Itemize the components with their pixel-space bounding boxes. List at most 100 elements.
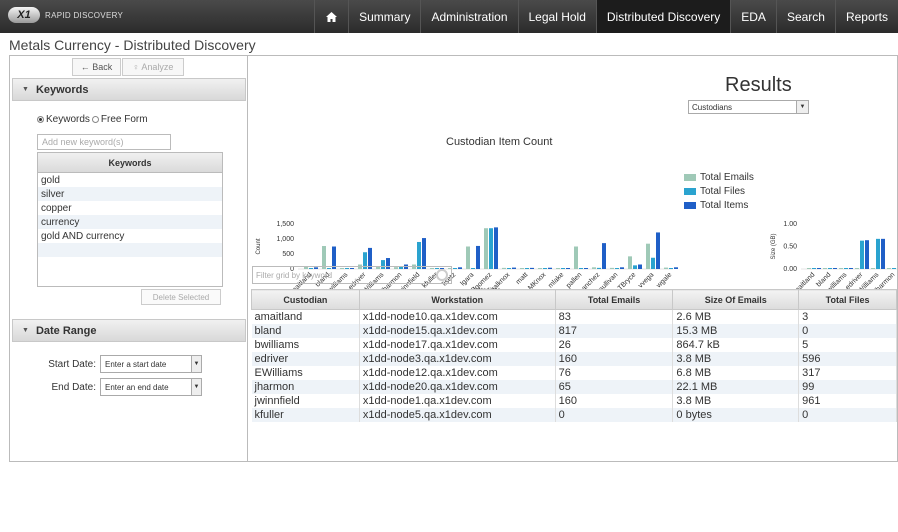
keyword-row[interactable]: currency xyxy=(38,215,222,229)
nav-distributed-discovery[interactable]: Distributed Discovery xyxy=(595,0,731,33)
column-header[interactable]: Total Files xyxy=(798,289,897,310)
chart-bar xyxy=(430,268,434,269)
table-row[interactable]: bland x1dd-node15.qa.x1dev.com 817 15.3 MB 0 xyxy=(251,323,897,338)
chart-bar xyxy=(543,268,547,269)
keyword-row[interactable]: gold AND currency xyxy=(41,230,125,242)
nav-administration[interactable]: Administration xyxy=(420,0,517,33)
table-cell: 160 xyxy=(555,351,674,366)
analyze-button[interactable]: ♀ Analyze xyxy=(122,58,184,76)
keyword-row[interactable]: copper xyxy=(41,202,72,214)
chart-bar xyxy=(597,267,601,269)
chart-bar xyxy=(399,266,403,269)
nav-reports[interactable]: Reports xyxy=(834,0,898,33)
search-icon[interactable] xyxy=(436,269,448,281)
main-nav: Summary Administration Legal Hold Distri… xyxy=(314,0,898,33)
y-tick-label: 0.50 xyxy=(783,244,797,251)
chart-bar xyxy=(615,268,619,269)
radio-keywords[interactable] xyxy=(37,116,44,123)
chart-bar xyxy=(386,258,390,269)
table-cell: x1dd-node10.qa.x1dev.com xyxy=(359,309,556,324)
nav-summary[interactable]: Summary xyxy=(348,0,420,33)
table-cell: edriver xyxy=(251,351,360,366)
radio-free-form[interactable] xyxy=(91,116,99,123)
keywords-section-header[interactable]: ▼ Keywords xyxy=(12,78,246,101)
app-logo[interactable]: X1 RAPID DISCOVERY xyxy=(8,7,123,23)
chart-bar xyxy=(674,267,678,269)
column-header[interactable]: Workstation xyxy=(358,289,556,310)
back-button[interactable]: ← Back xyxy=(72,58,121,76)
keywords-grid-header[interactable]: Keywords xyxy=(38,153,222,173)
keyword-row[interactable]: gold xyxy=(41,174,60,186)
chart-bar xyxy=(314,267,318,269)
table-cell: 3.8 MB xyxy=(672,393,800,408)
table-cell: 817 xyxy=(555,323,674,338)
end-date-input[interactable]: Enter an end date ▼ xyxy=(100,378,202,396)
results-title: Results xyxy=(725,74,792,96)
collapse-caret-icon: ▼ xyxy=(22,327,29,334)
column-header[interactable]: Total Emails xyxy=(554,289,674,310)
nav-legal-hold[interactable]: Legal Hold xyxy=(517,0,596,33)
table-cell: bwilliams xyxy=(251,337,360,352)
results-view-select[interactable]: Custodians ▼ xyxy=(688,100,809,114)
table-row[interactable]: jwinnfield x1dd-node1.qa.x1dev.com 160 3.8 … xyxy=(251,393,897,408)
chart-bar xyxy=(892,268,896,269)
chart-bar xyxy=(376,266,380,269)
table-row[interactable]: amaitland x1dd-node10.qa.x1dev.com 83 2.6 M… xyxy=(251,309,897,324)
y-tick-label: 500 xyxy=(282,251,294,258)
table-cell: 0 xyxy=(798,323,897,338)
chart-bar xyxy=(887,268,891,269)
table-cell: 83 xyxy=(555,309,674,324)
table-cell: x1dd-node17.qa.x1dev.com xyxy=(359,337,556,352)
y-tick-label: 1,000 xyxy=(276,236,294,243)
start-date-dropdown-icon[interactable]: ▼ xyxy=(191,356,201,372)
chart-bar xyxy=(881,238,885,269)
nav-eda[interactable]: EDA xyxy=(730,0,776,33)
column-header[interactable]: Custodian xyxy=(251,289,360,310)
chart-bar xyxy=(417,241,421,269)
chart-bar xyxy=(489,228,493,269)
chart-bar xyxy=(876,238,880,269)
table-cell: EWilliams xyxy=(251,365,360,380)
keyword-row[interactable]: silver xyxy=(38,187,222,201)
nav-home[interactable] xyxy=(314,0,348,33)
legend-label: Total Emails xyxy=(700,171,754,183)
end-date-placeholder: Enter an end date xyxy=(105,382,169,392)
legend-label: Total Files xyxy=(700,185,746,197)
chart-bar xyxy=(422,238,426,269)
keyword-mode-radios: Keywords Free Form xyxy=(37,114,148,125)
keyword-input[interactable]: Add new keyword(s) xyxy=(37,134,171,150)
column-header[interactable]: Size Of Emails xyxy=(672,289,800,310)
chart-bar xyxy=(327,268,331,269)
grid-filter-input[interactable]: Filter grid by keyword xyxy=(252,266,452,284)
table-cell: 0 bytes xyxy=(672,407,800,422)
chart-bar xyxy=(844,268,848,269)
legend-swatch xyxy=(684,187,696,195)
table-cell: jwinnfield xyxy=(251,393,360,408)
nav-search[interactable]: Search xyxy=(775,0,835,33)
delete-selected-button[interactable]: Delete Selected xyxy=(141,289,221,305)
end-date-dropdown-icon[interactable]: ▼ xyxy=(191,379,201,395)
legend-swatch xyxy=(684,201,696,209)
start-date-input[interactable]: Enter a start date ▼ xyxy=(100,355,202,373)
chart-bar xyxy=(471,268,475,269)
custodian-size-chart: Size (GB)1.000.500.00amaitlandblandbwill… xyxy=(771,221,897,294)
chart-bar xyxy=(828,268,832,269)
table-cell: jharmon xyxy=(251,379,360,394)
chart-bar xyxy=(610,267,614,269)
table-cell: 961 xyxy=(798,393,897,408)
table-row[interactable]: edriver x1dd-node3.qa.x1dev.com 160 3.8 MB 5… xyxy=(251,351,897,366)
table-row[interactable]: EWilliams x1dd-node12.qa.x1dev.com 76 6.8 M… xyxy=(251,365,897,380)
chart-bar xyxy=(502,267,506,269)
legend-item: Total Files xyxy=(684,184,754,198)
table-row[interactable]: jharmon x1dd-node20.qa.x1dev.com 65 22.1 MB… xyxy=(251,379,897,394)
date-range-section-header[interactable]: ▼ Date Range xyxy=(12,319,246,342)
table-row[interactable]: kfuller x1dd-node5.qa.x1dev.com 0 0 bytes 0 xyxy=(251,407,897,422)
table-cell: kfuller xyxy=(251,407,360,422)
table-cell: 3 xyxy=(798,309,897,324)
y-tick-label: 1.00 xyxy=(783,221,797,228)
grid-filter-placeholder: Filter grid by keyword xyxy=(256,270,333,280)
table-row[interactable]: bwilliams x1dd-node17.qa.x1dev.com 26 864.7… xyxy=(251,337,897,352)
chart-bar xyxy=(628,256,632,269)
start-date-placeholder: Enter a start date xyxy=(105,359,167,369)
start-date-label: Start Date: xyxy=(48,359,96,370)
